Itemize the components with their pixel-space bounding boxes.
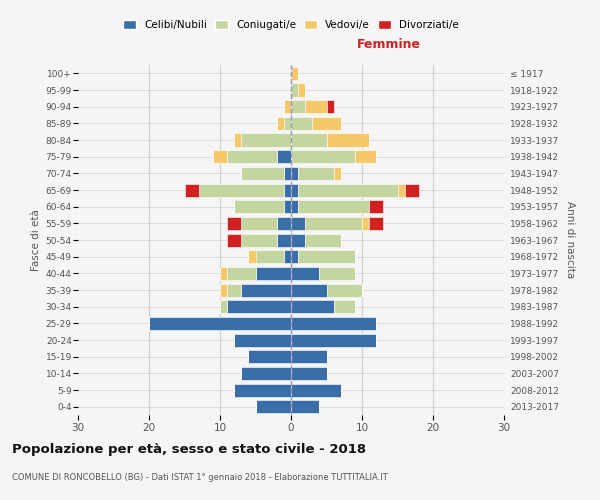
Y-axis label: Anni di nascita: Anni di nascita bbox=[565, 202, 575, 278]
Bar bbox=[291, 134, 326, 146]
Bar bbox=[227, 300, 291, 313]
Bar bbox=[291, 167, 298, 180]
Bar bbox=[241, 134, 291, 146]
Bar bbox=[369, 217, 383, 230]
Bar bbox=[334, 167, 341, 180]
Bar bbox=[369, 200, 383, 213]
Bar bbox=[291, 350, 326, 363]
Bar bbox=[291, 300, 334, 313]
Bar bbox=[284, 100, 291, 113]
Bar bbox=[234, 200, 284, 213]
Bar bbox=[334, 300, 355, 313]
Bar bbox=[291, 100, 305, 113]
Bar bbox=[241, 217, 277, 230]
Bar bbox=[362, 217, 369, 230]
Bar bbox=[291, 200, 298, 213]
Bar bbox=[256, 400, 291, 413]
Bar bbox=[291, 284, 326, 296]
Bar bbox=[241, 234, 277, 246]
Bar bbox=[326, 100, 334, 113]
Bar bbox=[213, 150, 227, 163]
Bar bbox=[227, 234, 241, 246]
Bar bbox=[291, 367, 326, 380]
Bar bbox=[220, 267, 227, 280]
Bar bbox=[234, 384, 291, 396]
Bar bbox=[291, 384, 341, 396]
Bar bbox=[256, 250, 284, 263]
Bar bbox=[298, 250, 355, 263]
Text: COMUNE DI RONCOBELLO (BG) - Dati ISTAT 1° gennaio 2018 - Elaborazione TUTTITALIA: COMUNE DI RONCOBELLO (BG) - Dati ISTAT 1… bbox=[12, 472, 388, 482]
Bar bbox=[298, 184, 398, 196]
Bar bbox=[398, 184, 404, 196]
Y-axis label: Fasce di età: Fasce di età bbox=[31, 209, 41, 271]
Bar bbox=[284, 200, 291, 213]
Bar bbox=[220, 284, 227, 296]
Bar bbox=[185, 184, 199, 196]
Bar bbox=[326, 134, 369, 146]
Bar bbox=[298, 84, 305, 96]
Bar bbox=[291, 317, 376, 330]
Bar bbox=[241, 367, 291, 380]
Bar bbox=[355, 150, 376, 163]
Bar bbox=[305, 217, 362, 230]
Bar bbox=[291, 184, 298, 196]
Bar bbox=[291, 67, 298, 80]
Bar bbox=[298, 200, 369, 213]
Bar bbox=[149, 317, 291, 330]
Bar bbox=[313, 117, 341, 130]
Legend: Celibi/Nubili, Coniugati/e, Vedovi/e, Divorziati/e: Celibi/Nubili, Coniugati/e, Vedovi/e, Di… bbox=[119, 16, 463, 34]
Bar bbox=[227, 267, 256, 280]
Bar bbox=[284, 167, 291, 180]
Bar bbox=[227, 284, 241, 296]
Bar bbox=[284, 117, 291, 130]
Bar bbox=[291, 250, 298, 263]
Bar bbox=[277, 117, 284, 130]
Text: Femmine: Femmine bbox=[357, 38, 421, 51]
Bar bbox=[291, 234, 305, 246]
Bar bbox=[234, 334, 291, 346]
Bar bbox=[248, 350, 291, 363]
Bar bbox=[256, 267, 291, 280]
Bar bbox=[291, 267, 319, 280]
Bar bbox=[227, 217, 241, 230]
Bar bbox=[284, 250, 291, 263]
Bar bbox=[305, 100, 326, 113]
Bar bbox=[234, 134, 241, 146]
Bar bbox=[277, 234, 291, 246]
Bar bbox=[284, 184, 291, 196]
Bar bbox=[291, 117, 313, 130]
Bar bbox=[277, 217, 291, 230]
Bar bbox=[291, 400, 319, 413]
Bar bbox=[248, 250, 256, 263]
Bar bbox=[298, 167, 334, 180]
Bar bbox=[241, 284, 291, 296]
Bar bbox=[227, 150, 277, 163]
Text: Popolazione per età, sesso e stato civile - 2018: Popolazione per età, sesso e stato civil… bbox=[12, 442, 366, 456]
Bar bbox=[241, 167, 284, 180]
Bar bbox=[291, 217, 305, 230]
Bar bbox=[291, 150, 355, 163]
Bar bbox=[326, 284, 362, 296]
Bar bbox=[277, 150, 291, 163]
Bar bbox=[220, 300, 227, 313]
Bar bbox=[291, 334, 376, 346]
Bar bbox=[404, 184, 419, 196]
Bar bbox=[319, 267, 355, 280]
Bar bbox=[291, 84, 298, 96]
Bar bbox=[305, 234, 341, 246]
Bar bbox=[199, 184, 284, 196]
